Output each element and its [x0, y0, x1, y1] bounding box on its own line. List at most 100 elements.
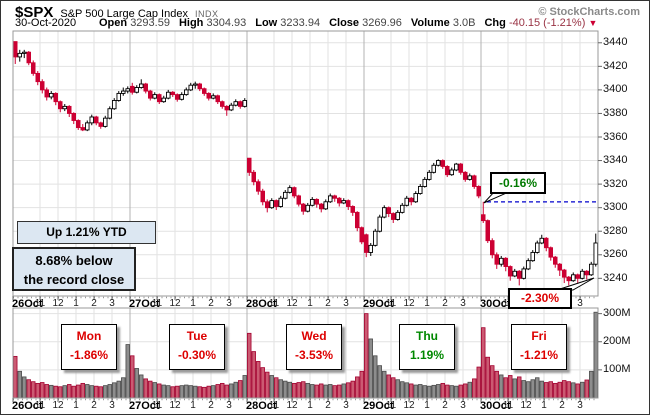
- hour-axis-label: 1: [541, 400, 547, 411]
- hour-axis-label: 3: [226, 298, 232, 309]
- day-name: Thu: [416, 329, 438, 343]
- hour-axis-label: 3: [577, 400, 583, 411]
- volume-bars: [13, 311, 598, 399]
- hour-axis-label: 2: [208, 298, 214, 309]
- chart-header: $SPX S&P 500 Large Cap Index INDX: [15, 4, 219, 21]
- hour-axis-label: 12: [52, 298, 64, 309]
- hour-axis-label: 1: [190, 400, 196, 411]
- day-axis-label: 30Oct: [480, 400, 511, 412]
- volume-axis-label: 300M: [603, 307, 631, 320]
- hour-axis-label: 11: [34, 400, 46, 411]
- hour-axis-label: 3: [343, 298, 349, 309]
- day-name: Fri: [531, 329, 547, 343]
- day-axis-label: 27Oct: [129, 298, 160, 310]
- hour-axis-label: 12: [520, 400, 532, 411]
- stockcharts-copyright-link[interactable]: © StockCharts.com: [538, 6, 640, 18]
- hour-axis-label: 12: [169, 298, 181, 309]
- hour-axis-label: 2: [442, 400, 448, 411]
- exchange-label: INDX: [194, 9, 219, 19]
- change-label: Chg: [484, 17, 506, 29]
- hour-axis-label: 1: [73, 400, 79, 411]
- day-axis-label: 28Oct: [246, 400, 277, 412]
- record-close-annotation: 8.68% below the record close: [12, 247, 136, 291]
- quote-line: 30-Oct-2020 Open 3293.59 High 3304.93 Low …: [15, 17, 606, 29]
- chart-date: 30-Oct-2020: [15, 17, 77, 29]
- hour-axis-label: 1: [307, 298, 313, 309]
- day-name: Wed: [301, 329, 327, 343]
- price-axis-label: 3320: [603, 177, 628, 190]
- ticker-symbol: $SPX: [15, 4, 54, 21]
- hour-axis-label: 3: [577, 298, 583, 309]
- day-name: Tue: [186, 329, 208, 343]
- price-axis-label: 3400: [603, 83, 628, 96]
- down-arrow-icon: ▼: [588, 18, 598, 28]
- day-axis-label: 29Oct: [363, 400, 394, 412]
- hour-axis-label: 11: [151, 400, 163, 411]
- change-value: -40.15 (-1.21%): [508, 17, 586, 29]
- quote-field: Close 3269.96: [329, 17, 402, 29]
- hour-axis-label: 2: [325, 298, 331, 309]
- hour-axis-label: 2: [559, 400, 565, 411]
- day-pct: -3.53%: [294, 348, 334, 362]
- day-pct: -1.86%: [69, 348, 109, 362]
- hour-axis-label: 1: [73, 298, 79, 309]
- hour-axis-label: 12: [286, 400, 298, 411]
- hour-axis-label: 3: [460, 298, 466, 309]
- hour-axis-label: 11: [502, 400, 514, 411]
- low-callout: -2.30%: [508, 288, 572, 309]
- day-axis-label: 28Oct: [246, 298, 277, 310]
- hour-axis-label: 11: [268, 298, 280, 309]
- volume-axis-label: 100M: [603, 363, 631, 376]
- hour-axis-label: 12: [52, 400, 64, 411]
- day-change-box-thu: Thu 1.19%: [399, 324, 455, 370]
- day-pct: 1.19%: [409, 348, 445, 362]
- day-axis-label: 27Oct: [129, 400, 160, 412]
- price-axis-label: 3420: [603, 59, 628, 72]
- price-axis-label: 3340: [603, 154, 628, 167]
- quote-field: Volume 3.0B: [410, 17, 476, 29]
- hour-axis-label: 12: [169, 400, 181, 411]
- day-pct: -1.21%: [519, 348, 559, 362]
- hour-axis-label: 1: [190, 298, 196, 309]
- hour-axis-label: 2: [91, 298, 97, 309]
- hour-axis-label: 12: [403, 400, 415, 411]
- hour-axis-label: 12: [403, 298, 415, 309]
- high-callout: -0.16%: [490, 172, 546, 194]
- day-axis-label: 26Oct: [12, 400, 43, 412]
- day-change-box-mon: Mon -1.86%: [61, 324, 117, 370]
- quote-field: High 3304.93: [178, 17, 247, 29]
- hour-axis-label: 3: [226, 400, 232, 411]
- hour-axis-label: 1: [307, 400, 313, 411]
- volume-axis-label: 200M: [603, 335, 631, 348]
- day-change-box-wed: Wed -3.53%: [286, 324, 342, 370]
- candlesticks: [12, 41, 599, 286]
- hour-axis-label: 3: [109, 400, 115, 411]
- day-name: Mon: [76, 329, 102, 343]
- hour-axis-label: 12: [286, 298, 298, 309]
- hour-axis-label: 2: [91, 400, 97, 411]
- index-name: S&P 500 Large Cap Index: [60, 8, 188, 20]
- price-axis-label: 3440: [603, 36, 628, 49]
- hour-axis-label: 11: [385, 298, 397, 309]
- day-axis-label: 30Oct: [480, 298, 511, 310]
- price-axis-label: 3360: [603, 130, 628, 143]
- day-axis-label: 26Oct: [12, 298, 43, 310]
- hour-axis-label: 3: [109, 298, 115, 309]
- hour-axis-label: 3: [460, 400, 466, 411]
- hour-axis-label: 1: [424, 298, 430, 309]
- hour-axis-label: 11: [500, 298, 516, 310]
- hour-axis-label: 11: [385, 400, 397, 411]
- hour-axis-label: 11: [151, 298, 163, 309]
- quote-field: Open 3293.59: [99, 17, 170, 29]
- price-axis-label: 3380: [603, 106, 628, 119]
- record-close-line1: 8.68% below: [35, 253, 113, 268]
- price-axis-label: 3260: [603, 248, 628, 261]
- quote-field: Low 3233.94: [255, 17, 321, 29]
- ytd-annotation: Up 1.21% YTD: [17, 221, 156, 244]
- quote-fields: Open 3293.59 High 3304.93 Low 3233.94 Close…: [99, 17, 484, 29]
- hour-axis-label: 3: [343, 400, 349, 411]
- hour-axis-label: 2: [442, 298, 448, 309]
- hour-axis-label: 2: [325, 400, 331, 411]
- day-change-box-tue: Tue -0.30%: [169, 324, 225, 370]
